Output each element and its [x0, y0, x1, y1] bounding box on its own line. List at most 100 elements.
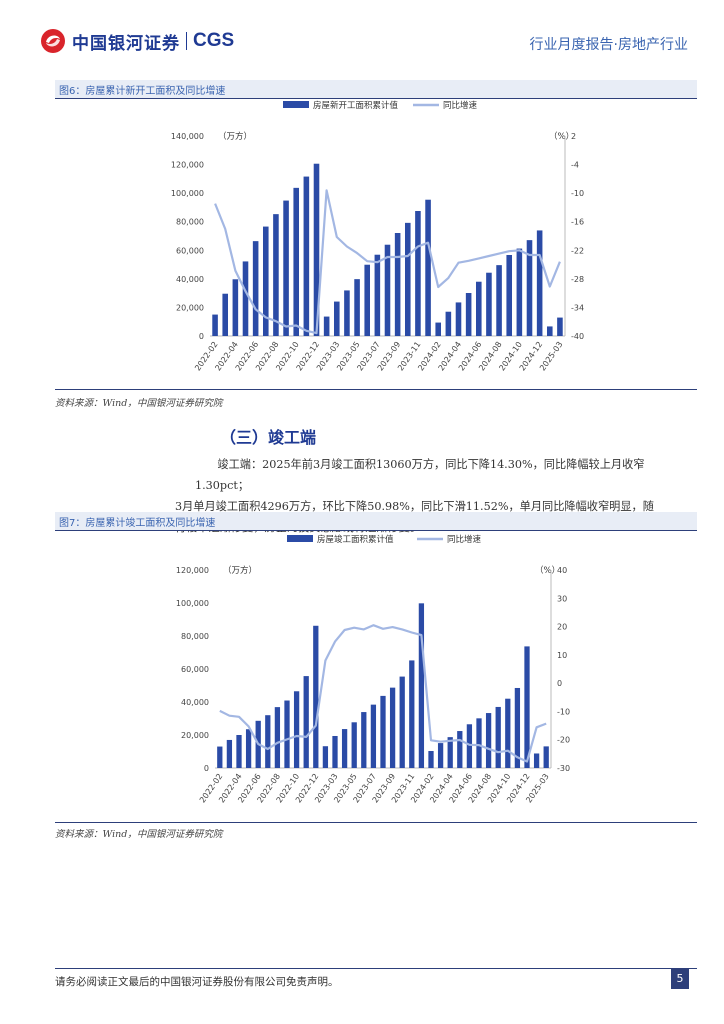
- logo-separator: [186, 32, 187, 50]
- data-bar: [546, 326, 553, 336]
- left-tick-label: 20,000: [181, 731, 209, 740]
- data-bar: [333, 301, 340, 336]
- data-bar: [465, 293, 472, 336]
- data-bar: [374, 254, 381, 336]
- logo-english-name: CGS: [193, 30, 235, 51]
- right-tick-label: -22: [571, 246, 584, 255]
- data-bar: [332, 735, 338, 768]
- figure7-caption: 图7：房屋累计竣工面积及同比增速: [59, 518, 216, 529]
- legend-bar-swatch: [287, 535, 313, 542]
- data-bar: [222, 293, 229, 336]
- section-heading: （三）竣工端: [220, 428, 317, 447]
- data-bar: [380, 695, 386, 768]
- figure7-chart: 房屋竣工面积累计值 同比增速 （万方） （%） 0 20,000 40,000 60,000 8…: [176, 534, 570, 805]
- data-bar: [475, 281, 482, 336]
- data-bar: [323, 316, 330, 336]
- data-bar: [252, 241, 259, 336]
- brand-logo: 中国银河证券 CGS: [40, 28, 234, 54]
- data-bar: [506, 255, 513, 336]
- data-bar: [524, 646, 530, 768]
- figure6-bottom-rule: [55, 389, 697, 390]
- paragraph-line-2: 3月单月竣工面积4296万方，环比下降50.98%，同比下滑11.52%，单月同…: [175, 500, 654, 513]
- data-bar: [293, 187, 300, 336]
- right-tick-label: -30: [557, 764, 570, 773]
- right-axis-unit: （%）: [535, 565, 560, 576]
- data-bar: [428, 751, 434, 768]
- legend-line-label: 同比增速: [443, 100, 478, 111]
- data-bar: [313, 625, 319, 768]
- figure7-source: 资料来源：Wind，中国银河证券研究院: [55, 829, 223, 840]
- data-bar: [505, 698, 511, 768]
- cgs-logo-icon: [41, 29, 65, 53]
- right-tick-label: 0: [557, 679, 562, 688]
- left-tick-label: 140,000: [171, 132, 204, 141]
- data-bar: [526, 240, 533, 336]
- left-tick-label: 100,000: [171, 189, 204, 198]
- right-tick-label: 40: [557, 566, 567, 575]
- data-bar: [437, 743, 444, 768]
- left-axis-unit: （万方）: [218, 131, 252, 142]
- left-tick-label: 40,000: [181, 698, 209, 707]
- figure7-bottom-rule: [55, 822, 697, 823]
- data-bar: [447, 737, 453, 768]
- data-bar: [533, 753, 540, 768]
- data-bar: [514, 687, 521, 768]
- data-bar: [313, 163, 320, 336]
- footer-rule: [55, 968, 697, 969]
- left-tick-label: 80,000: [176, 218, 204, 227]
- right-tick-label: 30: [557, 594, 567, 603]
- data-bar: [457, 731, 463, 768]
- data-bar: [303, 676, 309, 768]
- growth-rate-line: [219, 624, 547, 763]
- data-bar: [389, 687, 396, 768]
- data-bar: [435, 322, 442, 336]
- data-bar: [418, 603, 425, 768]
- data-bar: [341, 729, 348, 768]
- figure6-caption-bar: 图6：房屋累计新开工面积及同比增速: [55, 80, 697, 99]
- data-bar: [284, 700, 290, 768]
- page-header: 中国银河证券 CGS 行业月度报告·房地产行业: [0, 0, 724, 80]
- data-bar: [265, 715, 271, 768]
- logo-chinese-name: 中国银河证券: [72, 33, 180, 54]
- figure6-chart: 房屋新开工面积累计值 同比增速 （万方） （%） 0 20,000 40,000 60,000…: [171, 100, 584, 373]
- data-bar: [384, 244, 391, 336]
- data-bar: [495, 706, 501, 768]
- data-bar: [409, 660, 415, 768]
- data-bar: [557, 317, 563, 336]
- right-tick-label: 2: [571, 132, 576, 141]
- figure6-caption: 图6：房屋累计新开工面积及同比增速: [59, 86, 226, 97]
- data-bar: [485, 713, 492, 768]
- right-tick-label: -10: [571, 189, 584, 198]
- data-bar: [486, 272, 492, 336]
- data-bar: [370, 704, 377, 768]
- data-bar: [273, 214, 279, 336]
- left-tick-label: 120,000: [171, 161, 204, 170]
- data-bar: [242, 261, 249, 336]
- data-bar: [232, 279, 239, 336]
- left-tick-label: 0: [204, 764, 209, 773]
- data-bar: [445, 311, 452, 336]
- data-bar: [344, 290, 350, 336]
- right-tick-label: 20: [557, 623, 567, 632]
- data-bar: [236, 735, 242, 768]
- data-bar: [455, 302, 462, 336]
- data-bar: [212, 314, 218, 336]
- data-bar: [516, 248, 523, 336]
- data-bar: [364, 264, 371, 336]
- report-type: 行业月度报告·房地产行业: [529, 37, 688, 53]
- growth-rate-line: [214, 189, 561, 335]
- data-bar: [543, 746, 549, 768]
- data-bar: [404, 222, 411, 336]
- right-tick-label: -16: [571, 218, 584, 227]
- figure7-caption-bar: 图7：房屋累计竣工面积及同比增速: [55, 512, 697, 531]
- data-bar: [322, 746, 329, 768]
- left-tick-label: 60,000: [176, 246, 204, 255]
- left-tick-label: 0: [199, 332, 204, 341]
- left-tick-label: 60,000: [181, 665, 209, 674]
- left-tick-label: 20,000: [176, 303, 204, 312]
- left-axis-unit: （万方）: [223, 565, 257, 576]
- data-bar: [361, 712, 367, 768]
- data-bar: [274, 707, 281, 768]
- data-bar: [415, 211, 421, 336]
- data-bar: [303, 176, 310, 336]
